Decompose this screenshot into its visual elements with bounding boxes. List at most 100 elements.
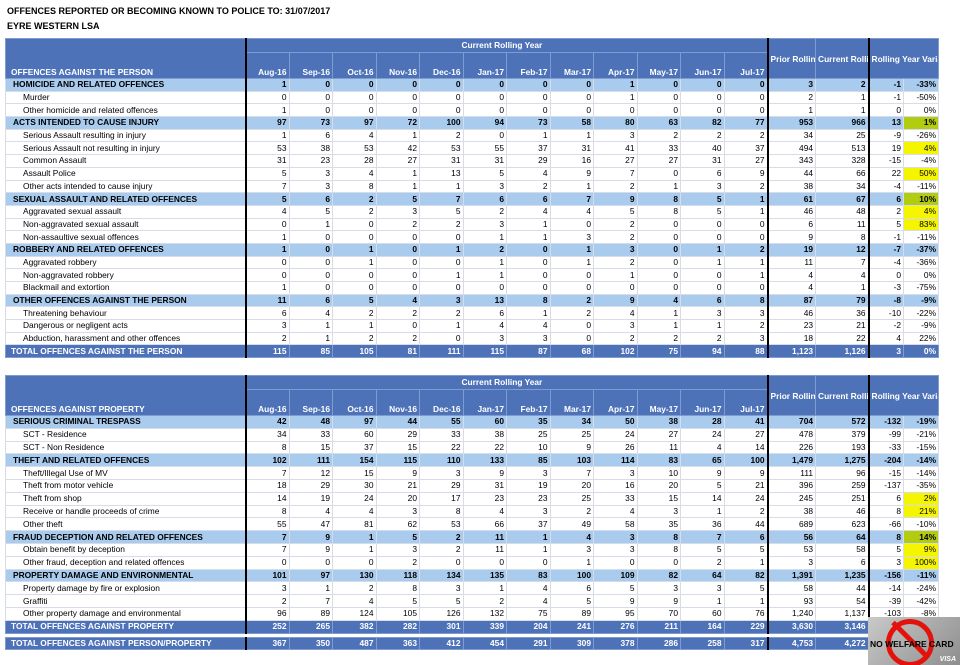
prior-year-value: 3	[767, 78, 817, 92]
prior-year-value: 1,123	[767, 344, 817, 359]
month-value: 2	[549, 306, 594, 321]
month-value: 33	[636, 141, 681, 156]
month-value: 4	[245, 204, 290, 219]
month-value: 97	[332, 116, 377, 130]
month-value: 26	[593, 440, 638, 455]
month-value: 0	[680, 268, 725, 282]
month-value: 60	[462, 415, 507, 429]
current-rolling-year-header: Current Rolling Year	[244, 38, 769, 53]
month-value: 7	[288, 594, 333, 608]
month-value: 55	[462, 141, 507, 156]
variance-value: -204	[868, 453, 904, 468]
offence-label: HOMICIDE AND RELATED OFFENCES	[5, 78, 247, 92]
month-value: 0	[506, 242, 551, 257]
month-value: 38	[636, 415, 681, 429]
category-row: ROBBERY AND RELATED OFFENCES 1 0 1 0 1 2 0 1 3 0 1 2…	[5, 242, 940, 257]
month-value: 2	[375, 331, 420, 346]
current-year-value: 22	[815, 331, 870, 346]
variance-percent: -26%	[903, 128, 940, 143]
month-value: 1	[723, 555, 769, 570]
month-value: 89	[549, 606, 594, 621]
variance-value: 3	[868, 555, 904, 570]
offence-label: Other acts intended to cause injury	[5, 179, 247, 194]
variance-value: -15	[868, 154, 904, 168]
month-value: 11	[245, 293, 290, 308]
month-value: 0	[636, 90, 681, 105]
month-value: 350	[288, 636, 333, 651]
month-value: 0	[462, 90, 507, 105]
month-value: 2	[375, 217, 420, 232]
month-value: 2	[723, 128, 769, 143]
month-value: 3	[593, 242, 638, 257]
month-value: 1	[462, 230, 507, 244]
month-value: 27	[593, 154, 638, 168]
offence-label: SCT - Non Residence	[5, 440, 247, 455]
month-value: 0	[549, 103, 594, 118]
section-heading: OFFENCES AGAINST PROPERTY	[5, 375, 247, 416]
month-value: 211	[636, 619, 681, 634]
current-year-value: 21	[815, 319, 870, 333]
month-value: 0	[723, 103, 769, 118]
month-value: 0	[375, 255, 420, 270]
current-year-value: 46	[815, 504, 870, 519]
total-row: TOTAL OFFENCES AGAINST PROPERTY 252 265 382…	[5, 619, 940, 634]
table-row: Other homicide and related offences 1 0 0 0 0…	[5, 103, 940, 118]
month-header: Jan-17	[462, 389, 507, 416]
month-value: 1	[506, 306, 551, 321]
month-value: 8	[636, 542, 681, 557]
month-value: 258	[680, 636, 725, 651]
variance-percent: -9%	[903, 293, 940, 308]
month-value: 5	[680, 542, 725, 557]
month-value: 0	[332, 268, 377, 282]
table-row: SCT - Residence 34 33 60 29 33 38 25 25 24 27 24 27 4…	[5, 427, 940, 442]
month-value: 111	[419, 344, 464, 359]
prior-year-value: 4	[767, 268, 817, 282]
header-row: OFFENCES AGAINST THE PERSON Current Rolli…	[5, 38, 940, 79]
month-value: 1	[419, 268, 464, 282]
variance-percent: 0%	[903, 344, 940, 359]
month-value: 14	[680, 491, 725, 506]
month-value: 9	[549, 166, 594, 181]
variance-percent: -24%	[903, 581, 940, 596]
month-value: 29	[419, 478, 464, 493]
month-value: 22	[419, 440, 464, 455]
month-value: 5	[723, 581, 769, 596]
month-value: 0	[506, 90, 551, 105]
month-value: 100	[723, 453, 769, 468]
offence-label: Theft from shop	[5, 491, 247, 506]
current-year-value: 623	[815, 517, 870, 532]
month-value: 0	[593, 555, 638, 570]
month-value: 41	[723, 415, 769, 429]
prior-year-value: 18	[767, 331, 817, 346]
prohibited-icon	[886, 619, 934, 665]
month-value: 0	[375, 103, 420, 118]
month-value: 0	[375, 90, 420, 105]
month-value: 10	[636, 466, 681, 480]
variance-value: -156	[868, 568, 904, 583]
month-value: 378	[593, 636, 638, 651]
variance-value: -33	[868, 440, 904, 455]
month-value: 339	[462, 619, 507, 634]
month-value: 97	[332, 415, 377, 429]
month-value: 1	[680, 242, 725, 257]
month-value: 58	[549, 116, 594, 130]
month-value: 0	[549, 90, 594, 105]
offence-label: TOTAL OFFENCES AGAINST THE PERSON	[5, 344, 247, 359]
month-value: 1	[288, 217, 333, 232]
offence-label: Property damage by fire or explosion	[5, 581, 247, 596]
month-value: 83	[636, 453, 681, 468]
month-value: 73	[506, 116, 551, 130]
month-value: 27	[723, 427, 769, 442]
month-header: Oct-16	[332, 52, 377, 79]
current-year-value: 12	[815, 242, 870, 257]
month-value: 1	[375, 128, 420, 143]
prior-year-value: 245	[767, 491, 817, 506]
month-value: 4	[332, 594, 377, 608]
total-row: TOTAL OFFENCES AGAINST PERSON/PROPERTY 36…	[5, 636, 940, 651]
current-year-value: 1	[815, 103, 870, 118]
month-value: 0	[636, 281, 681, 295]
month-value: 130	[332, 568, 377, 583]
variance-percent: 50%	[903, 166, 940, 181]
variance-value: -39	[868, 594, 904, 608]
prior-year-value: 38	[767, 179, 817, 194]
